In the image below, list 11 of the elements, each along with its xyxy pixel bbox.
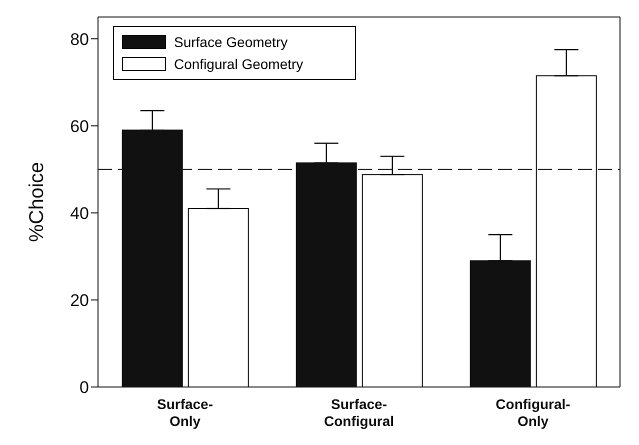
x-tick-label: Surface-Configural — [324, 396, 394, 429]
y-tick-label: 60 — [70, 116, 89, 136]
y-tick-label: 0 — [80, 378, 89, 398]
y-axis-title: %Choice — [26, 162, 48, 242]
x-tick-label: Surface-Only — [156, 396, 214, 429]
y-tick-label: 20 — [70, 290, 89, 310]
y-tick-label: 80 — [70, 30, 89, 49]
legend-label: Configural Geometry — [174, 56, 304, 72]
legend-label: Surface Geometry — [174, 34, 288, 50]
x-tick-label: Configural-Only — [496, 396, 571, 429]
y-tick-label: 40 — [70, 204, 89, 223]
